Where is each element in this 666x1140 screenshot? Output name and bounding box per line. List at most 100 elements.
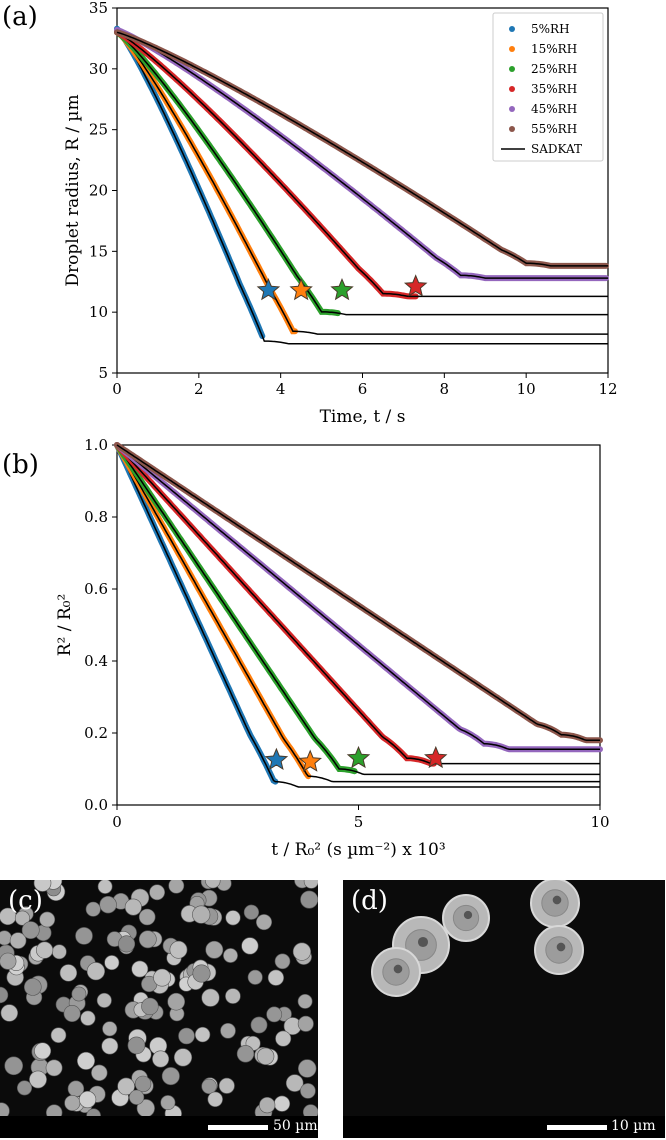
panel-label-c: (c) (8, 886, 43, 916)
particle (86, 1108, 101, 1116)
particle (33, 880, 52, 892)
y-tick-label: 0.4 (84, 652, 108, 670)
y-tick-label: 1.0 (84, 436, 108, 454)
legend-marker-5%RH (509, 26, 515, 32)
particle (302, 1104, 318, 1116)
series-15%RH-model (116, 30, 608, 335)
particle (218, 1077, 235, 1094)
series-35%RH-model (116, 444, 600, 765)
legend-label-55%RH: 55%RH (531, 122, 577, 136)
star-marker-25%RH (330, 278, 354, 301)
particle (23, 978, 42, 996)
particle (101, 1037, 119, 1055)
particle (169, 940, 188, 959)
particle-pore (393, 964, 403, 974)
particle (129, 1089, 145, 1105)
particle (201, 1078, 217, 1095)
particle (117, 1077, 135, 1096)
legend-label-5%RH: 5%RH (531, 22, 570, 36)
particle (78, 1090, 97, 1109)
y-tick-label: 15 (89, 242, 108, 260)
particle (267, 969, 285, 986)
particle (118, 935, 136, 953)
x-axis-label: t / R₀² (s µm⁻²) x 10³ (271, 840, 445, 860)
scale-bar-c: 50 µm (0, 1116, 318, 1138)
y-tick-label: 0.2 (84, 724, 108, 742)
particle (273, 1095, 291, 1112)
particle (194, 1026, 211, 1043)
particle (274, 953, 291, 970)
particle-pore (463, 910, 473, 920)
particle (136, 1099, 155, 1116)
particle (124, 898, 142, 916)
particle (285, 1074, 304, 1092)
x-tick-label: 10 (517, 380, 536, 398)
particle (45, 1059, 63, 1077)
series-35%RH-data (114, 442, 437, 767)
particle (256, 1047, 275, 1066)
particle (259, 1097, 276, 1114)
y-tick-label: 0.0 (84, 796, 108, 814)
series-45%RH-model (116, 444, 600, 750)
series-55%RH-model (116, 444, 600, 741)
particle (91, 1064, 108, 1082)
particle (77, 1051, 96, 1070)
particle-pore (556, 942, 566, 952)
plot-b: 0 5 10 0.0 0.2 0.4 0.6 0.8 1.0 t / R₀² (s µm⁻²) x… (55, 436, 610, 860)
star-marker-15%RH (298, 749, 322, 772)
particle-pore (417, 936, 429, 948)
particle (225, 910, 241, 926)
particle (131, 960, 149, 978)
x-tick-label: 6 (358, 380, 368, 398)
series-35%RH-model (116, 31, 608, 298)
panel-label-a: (a) (2, 2, 38, 32)
particle (0, 986, 9, 1004)
legend-label-model: SADKAT (531, 142, 582, 156)
particle (0, 1004, 18, 1022)
particle (152, 1050, 170, 1068)
particle (243, 904, 259, 920)
panel-label-d: (d) (351, 886, 388, 916)
particle (300, 890, 318, 909)
particle (80, 1010, 96, 1026)
y-tick-label: 5 (98, 364, 108, 382)
particle (64, 1095, 81, 1112)
legend-label-15%RH: 15%RH (531, 42, 577, 56)
y-tick-label: 20 (89, 182, 108, 200)
legend-label-35%RH: 35%RH (531, 82, 577, 96)
particle (178, 1027, 195, 1045)
star-marker-35%RH (424, 745, 448, 769)
particle (292, 942, 312, 961)
sem-particles-c (0, 880, 318, 1116)
star-marker-15%RH (289, 277, 313, 301)
legend-marker-55%RH (509, 126, 515, 132)
y-tick-label: 10 (89, 303, 108, 321)
legend-marker-15%RH (509, 46, 515, 52)
particle (205, 940, 224, 959)
particle (160, 1095, 176, 1111)
particle (138, 908, 156, 926)
y-tick-label: 30 (89, 60, 108, 78)
legend-box (492, 12, 604, 162)
series-55%RH-model (116, 31, 608, 267)
y-tick-label: 25 (89, 121, 108, 139)
particle (99, 896, 117, 914)
legend-marker-45%RH (509, 106, 515, 112)
panel-label-b: (b) (2, 450, 39, 480)
x-tick-label: 10 (590, 813, 609, 831)
particle (71, 986, 87, 1002)
particle (86, 962, 105, 981)
particle (275, 1030, 292, 1047)
particle (21, 921, 40, 940)
star-marker-35%RH (403, 274, 428, 297)
particle (0, 952, 17, 970)
particle (35, 941, 54, 959)
particle (9, 932, 27, 949)
legend-label-45%RH: 45%RH (531, 102, 577, 116)
x-tick-label: 0 (112, 813, 122, 831)
particle (167, 992, 185, 1011)
x-tick-label: 4 (276, 380, 286, 398)
particle (0, 1102, 10, 1116)
particle (4, 1056, 23, 1076)
particle (207, 1091, 223, 1108)
